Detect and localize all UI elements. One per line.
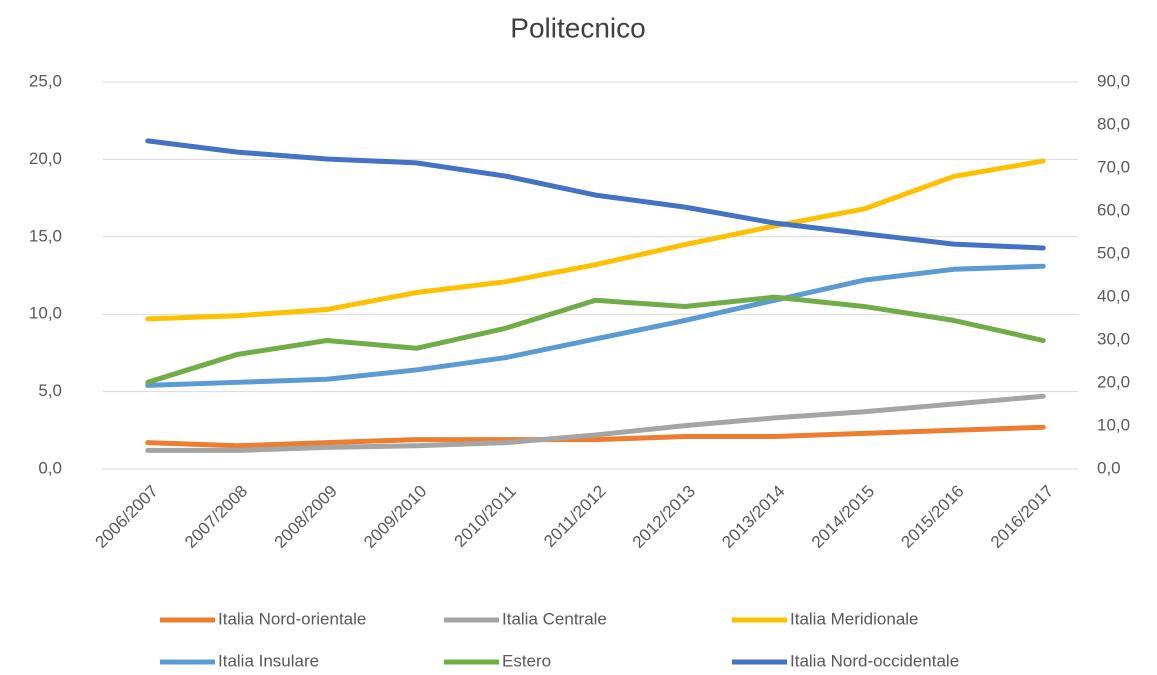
legend-label: Italia Nord-orientale <box>218 609 366 628</box>
series-line <box>145 393 1046 453</box>
x-tick-label: 2012/2013 <box>629 482 699 552</box>
y-tick-label: 20,0 <box>29 149 62 168</box>
y-tick-label: 15,0 <box>29 226 62 245</box>
y-tick-label: 25,0 <box>29 71 62 90</box>
x-tick-label: 2006/2007 <box>92 482 162 552</box>
y2-tick-label: 0,0 <box>1097 458 1121 477</box>
x-tick-label: 2010/2011 <box>451 482 520 551</box>
series-line <box>145 138 1046 251</box>
y2-tick-label: 10,0 <box>1097 415 1130 434</box>
y2-tick-label: 80,0 <box>1097 114 1130 133</box>
x-tick-label: 2015/2016 <box>897 482 967 552</box>
series-line <box>145 294 1046 385</box>
x-tick-label: 2013/2014 <box>718 482 788 552</box>
y2-tick-label: 30,0 <box>1097 329 1130 348</box>
y2-tick-label: 90,0 <box>1097 71 1130 90</box>
y2-tick-label: 50,0 <box>1097 243 1130 262</box>
series-line <box>145 158 1046 322</box>
y2-tick-label: 20,0 <box>1097 372 1130 391</box>
y-tick-label: 0,0 <box>38 458 62 477</box>
legend-label: Italia Nord-occidentale <box>790 651 959 670</box>
x-tick-label: 2008/2009 <box>271 482 341 552</box>
legend-label: Italia Insulare <box>218 651 319 670</box>
x-tick-label: 2007/2008 <box>181 482 251 552</box>
y-tick-label: 10,0 <box>29 304 62 323</box>
series-line <box>145 263 1046 388</box>
y2-tick-label: 70,0 <box>1097 157 1130 176</box>
y2-tick-label: 60,0 <box>1097 200 1130 219</box>
y-tick-label: 5,0 <box>38 381 62 400</box>
legend-label: Estero <box>502 651 551 670</box>
series-line <box>145 424 1046 449</box>
x-tick-label: 2016/2017 <box>987 482 1057 552</box>
x-tick-label: 2009/2010 <box>360 482 430 552</box>
x-tick-label: 2011/2012 <box>540 482 609 551</box>
legend-label: Italia Meridionale <box>790 609 919 628</box>
legend-label: Italia Centrale <box>502 609 607 628</box>
y2-tick-label: 40,0 <box>1097 286 1130 305</box>
chart-title: Politecnico <box>510 12 645 43</box>
x-tick-label: 2014/2015 <box>808 482 878 552</box>
